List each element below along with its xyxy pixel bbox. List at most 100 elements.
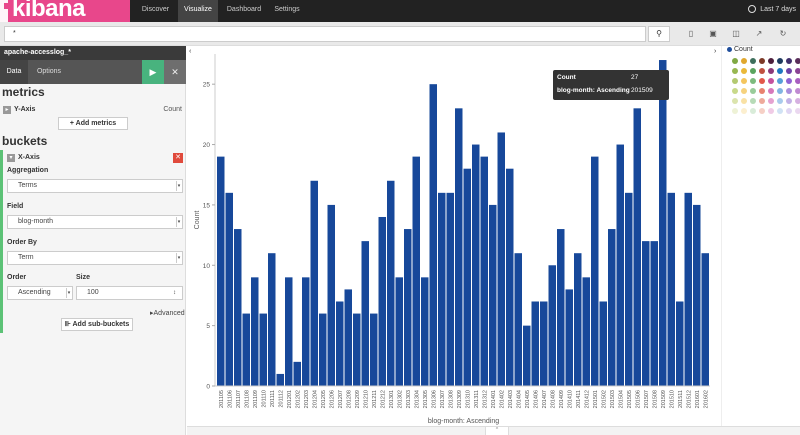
bar[interactable] bbox=[319, 313, 327, 386]
color-swatch[interactable] bbox=[759, 98, 765, 104]
save-button[interactable]: ▣ bbox=[706, 28, 720, 40]
bar[interactable] bbox=[557, 229, 565, 386]
search-button[interactable]: ⚲ bbox=[648, 26, 670, 42]
color-swatch[interactable] bbox=[741, 58, 747, 64]
color-swatch[interactable] bbox=[741, 108, 747, 114]
bar[interactable] bbox=[336, 301, 344, 386]
color-swatch[interactable] bbox=[750, 108, 756, 114]
bar[interactable] bbox=[599, 301, 608, 386]
color-swatch[interactable] bbox=[750, 58, 756, 64]
color-swatch[interactable] bbox=[777, 108, 783, 114]
bar[interactable] bbox=[455, 108, 463, 386]
bar[interactable] bbox=[361, 241, 370, 386]
bar[interactable] bbox=[489, 204, 497, 386]
color-swatch[interactable] bbox=[759, 78, 765, 84]
bar[interactable] bbox=[633, 108, 642, 386]
bar[interactable] bbox=[234, 229, 242, 386]
bar[interactable] bbox=[463, 168, 472, 386]
bar[interactable] bbox=[497, 132, 506, 386]
open-button[interactable]: ◫ bbox=[729, 28, 743, 40]
color-swatch[interactable] bbox=[750, 68, 756, 74]
add-sub-buckets-button[interactable]: ⊪ Add sub-buckets bbox=[61, 318, 133, 331]
color-swatch[interactable] bbox=[777, 58, 783, 64]
color-swatch[interactable] bbox=[759, 88, 765, 94]
color-swatch[interactable] bbox=[741, 98, 747, 104]
color-swatch[interactable] bbox=[732, 78, 738, 84]
color-swatch[interactable] bbox=[795, 108, 800, 114]
bar[interactable] bbox=[540, 301, 548, 386]
color-swatch[interactable] bbox=[786, 58, 792, 64]
color-swatch[interactable] bbox=[768, 108, 774, 114]
share-button[interactable]: ↗ bbox=[752, 28, 766, 40]
bar[interactable] bbox=[625, 192, 633, 386]
bar[interactable] bbox=[285, 277, 293, 386]
bar[interactable] bbox=[310, 180, 319, 386]
color-swatch[interactable] bbox=[732, 88, 738, 94]
bar[interactable] bbox=[480, 156, 489, 386]
color-swatch[interactable] bbox=[777, 68, 783, 74]
bar[interactable] bbox=[395, 277, 404, 386]
discard-changes-button[interactable]: ✕ bbox=[164, 60, 186, 84]
nav-tab-visualize[interactable]: Visualize bbox=[178, 0, 218, 22]
y-axis-agg-row[interactable]: ▸ Y-Axis Count bbox=[0, 103, 186, 117]
bar[interactable] bbox=[387, 180, 395, 386]
bar[interactable] bbox=[659, 60, 667, 386]
color-swatch[interactable] bbox=[786, 98, 792, 104]
bar[interactable] bbox=[608, 229, 616, 386]
bar[interactable] bbox=[421, 277, 429, 386]
color-swatch[interactable] bbox=[750, 98, 756, 104]
time-picker[interactable]: Last 7 days bbox=[748, 0, 796, 22]
color-swatch[interactable] bbox=[795, 88, 800, 94]
collapse-sidebar-button[interactable]: ‹ bbox=[189, 48, 191, 55]
bar[interactable] bbox=[446, 192, 455, 386]
color-swatch[interactable] bbox=[759, 108, 765, 114]
bar[interactable] bbox=[667, 192, 676, 386]
bar[interactable] bbox=[370, 313, 378, 386]
kibana-logo[interactable]: kibana bbox=[0, 0, 130, 22]
color-swatch[interactable] bbox=[732, 98, 738, 104]
bar[interactable] bbox=[616, 144, 625, 386]
remove-bucket-button[interactable]: ✕ bbox=[173, 153, 183, 163]
bar[interactable] bbox=[344, 289, 353, 386]
nav-tab-dashboard[interactable]: Dashboard bbox=[226, 6, 262, 13]
bar[interactable] bbox=[693, 204, 701, 386]
refresh-button[interactable]: ↻ bbox=[776, 28, 790, 40]
bar[interactable] bbox=[225, 192, 234, 386]
bar[interactable] bbox=[565, 289, 574, 386]
color-swatch[interactable] bbox=[786, 108, 792, 114]
chevron-down-icon[interactable]: ▾ bbox=[7, 154, 15, 162]
color-swatch[interactable] bbox=[786, 78, 792, 84]
color-swatch[interactable] bbox=[741, 88, 747, 94]
color-swatch[interactable] bbox=[786, 68, 792, 74]
color-swatch[interactable] bbox=[759, 58, 765, 64]
color-swatch[interactable] bbox=[795, 68, 800, 74]
size-input[interactable]: 100 ↕ bbox=[76, 286, 183, 300]
nav-tab-discover[interactable]: Discover bbox=[141, 6, 170, 13]
bar[interactable] bbox=[523, 325, 531, 386]
color-swatch[interactable] bbox=[768, 68, 774, 74]
bar[interactable] bbox=[548, 265, 557, 386]
collapse-legend-button[interactable]: › bbox=[714, 48, 716, 55]
bar[interactable] bbox=[268, 253, 276, 386]
bar[interactable] bbox=[242, 313, 251, 386]
color-swatch[interactable] bbox=[759, 68, 765, 74]
bar[interactable] bbox=[302, 277, 310, 386]
bar[interactable] bbox=[293, 361, 302, 386]
color-swatch[interactable] bbox=[768, 88, 774, 94]
bar[interactable] bbox=[412, 156, 421, 386]
color-swatch[interactable] bbox=[795, 78, 800, 84]
legend-item-count[interactable]: Count bbox=[727, 46, 753, 53]
bar[interactable] bbox=[327, 204, 336, 386]
color-swatch[interactable] bbox=[741, 68, 747, 74]
bar[interactable] bbox=[378, 216, 387, 386]
bar[interactable] bbox=[276, 373, 285, 386]
bar[interactable] bbox=[429, 84, 438, 386]
nav-tab-settings[interactable]: Settings bbox=[274, 6, 300, 13]
bar[interactable] bbox=[642, 241, 650, 386]
apply-changes-button[interactable]: ▶ bbox=[142, 60, 164, 84]
color-swatch[interactable] bbox=[732, 108, 738, 114]
color-swatch[interactable] bbox=[768, 98, 774, 104]
bar[interactable] bbox=[531, 301, 540, 386]
bar[interactable] bbox=[684, 192, 693, 386]
bar[interactable] bbox=[582, 277, 591, 386]
